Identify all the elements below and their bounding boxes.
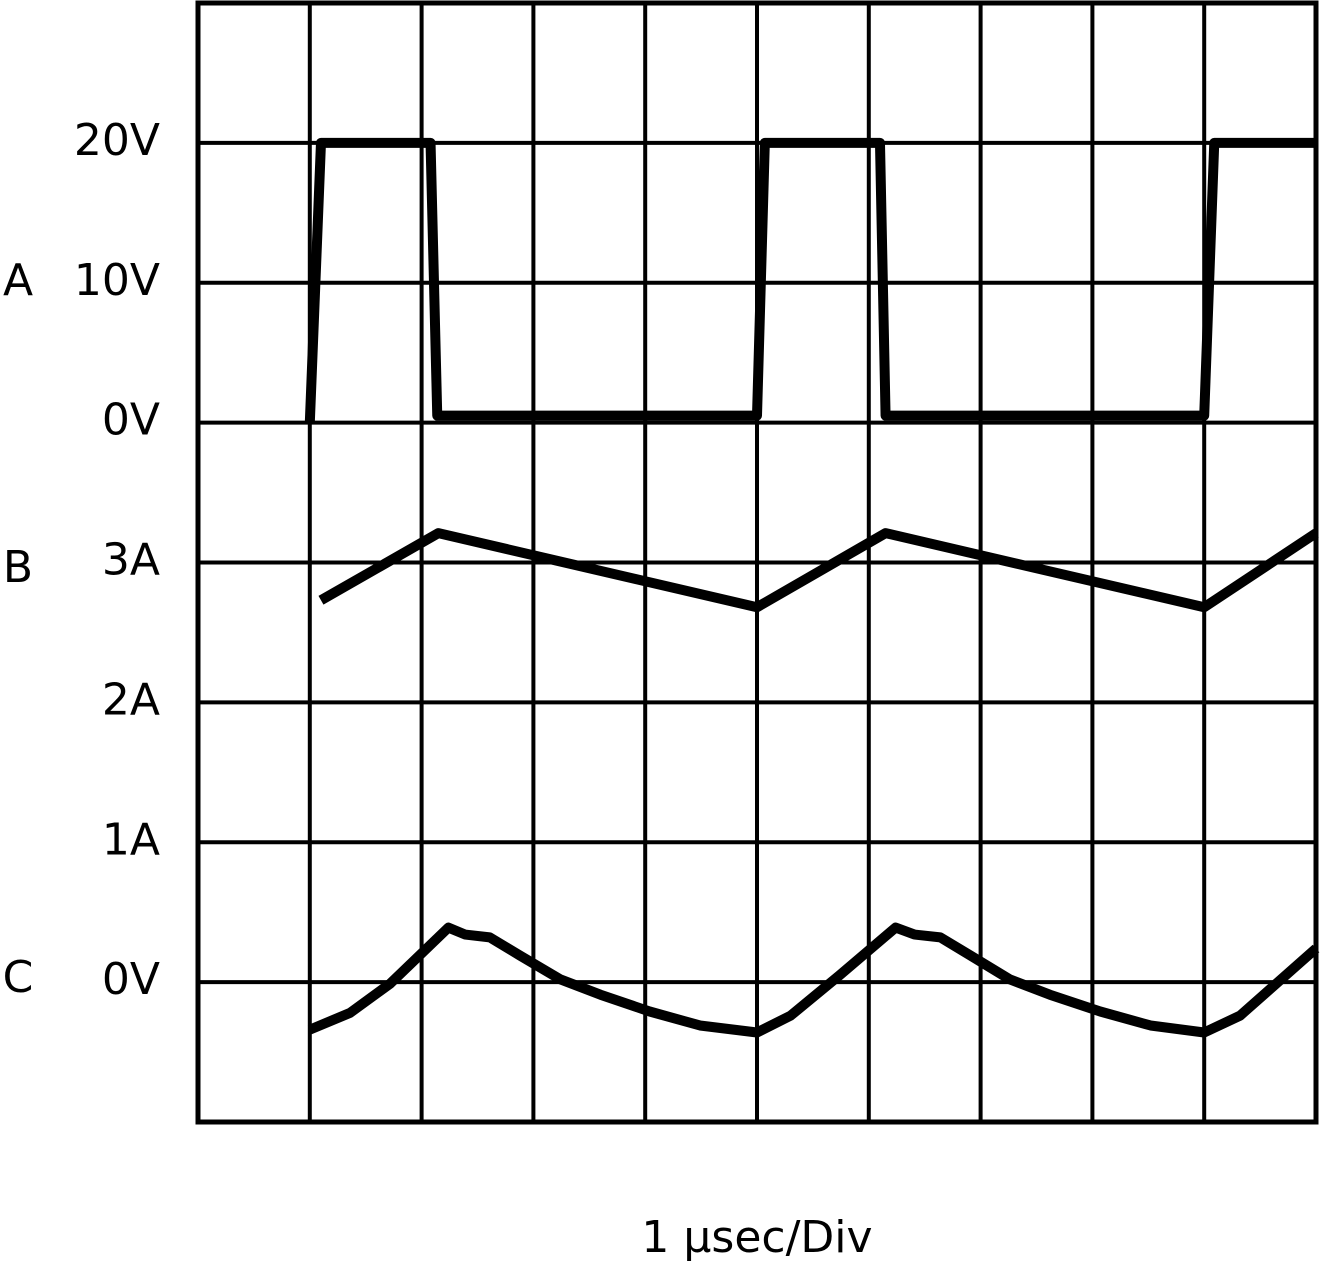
plot-frame bbox=[195, 0, 1319, 1125]
channel-label: A bbox=[3, 255, 33, 306]
series-line bbox=[304, 137, 1316, 423]
series-line bbox=[318, 528, 1319, 613]
x-axis-label: 1 μsec/Div bbox=[641, 1212, 872, 1263]
y-tick-label: 0V bbox=[102, 395, 160, 446]
series-line bbox=[307, 922, 1320, 1038]
y-tick-label: 0V bbox=[102, 954, 160, 1005]
y-tick-label: 3A bbox=[102, 535, 160, 586]
y-tick-label: 1A bbox=[102, 814, 160, 865]
y-tick-label: 10V bbox=[74, 255, 160, 306]
y-tick-label: 20V bbox=[74, 115, 160, 166]
y-tick-label: 2A bbox=[102, 674, 160, 725]
channel-label: C bbox=[3, 952, 34, 1003]
channel-label: B bbox=[3, 542, 33, 593]
